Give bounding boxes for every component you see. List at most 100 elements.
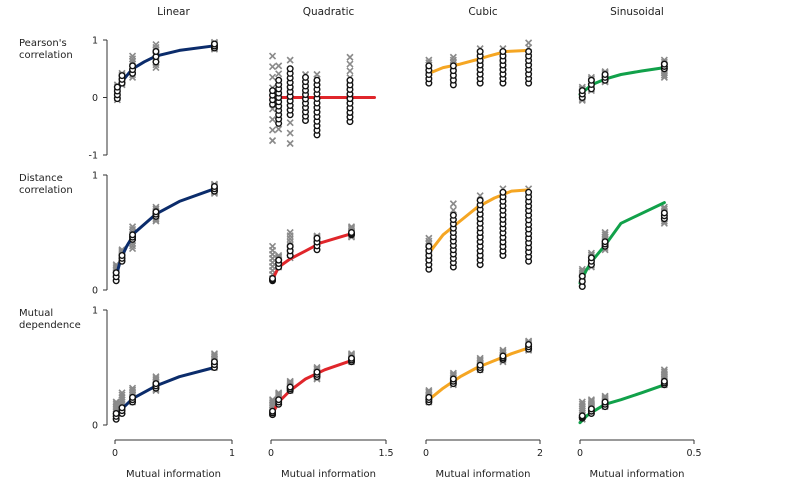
circle-marker-0-3-2-2 [601, 70, 609, 78]
circle-marker-2-1-4-2 [348, 354, 356, 362]
y-tick-label-0-1: 0 [92, 93, 98, 104]
x-axis-label-2: Mutual information [435, 469, 530, 480]
cross-marker-0-1-2-0 [286, 139, 294, 148]
cross-marker-2-3-3-7 [660, 368, 668, 376]
column-title-2: Cubic [468, 6, 498, 18]
cross-marker-2-0-3-8 [152, 373, 160, 381]
cross-marker-0-1-0-2 [268, 115, 277, 124]
cross-marker-1-0-2-1 [128, 242, 137, 250]
circle-marker-0-1-4-12 [313, 76, 321, 84]
cross-marker-2-3-0-8 [578, 398, 586, 406]
circle-marker-1-0-2-2 [129, 231, 137, 239]
circle-marker-0-0-2-2 [129, 62, 137, 70]
circle-marker-1-1-4-2 [348, 228, 356, 236]
cross-marker-1-2-1-8 [449, 200, 457, 208]
series-line-1-1 [271, 232, 353, 282]
circle-marker-0-1-3-10 [302, 73, 310, 81]
x-tick-label-2-1: 2 [537, 448, 543, 459]
cross-marker-1-2-0-8 [425, 234, 433, 242]
x-tick-label-0-1: 1 [229, 448, 235, 459]
cross-marker-0-2-1-8 [449, 53, 457, 61]
cross-marker-2-0-0-7 [112, 400, 120, 408]
circle-marker-1-3-0-2 [578, 272, 586, 280]
circle-marker-2-2-4-2 [525, 341, 533, 349]
cross-marker-0-1-5-6 [346, 67, 354, 75]
circle-marker-1-1-0-2 [269, 275, 277, 283]
cross-marker-0-1-4-8 [313, 70, 321, 79]
circle-marker-1-1-3-3 [313, 234, 321, 242]
circle-marker-2-2-2-2 [476, 361, 484, 369]
row-label-2-line1: Mutual [19, 308, 53, 319]
cross-marker-0-1-2-2 [286, 119, 294, 127]
cross-marker-1-3-2-7 [601, 231, 609, 239]
cross-marker-2-0-2-7 [128, 386, 137, 394]
x-tick-label-3-1: 0.5 [686, 448, 701, 459]
circle-marker-2-3-2-2 [601, 398, 609, 406]
cross-marker-2-1-2-8 [286, 377, 294, 385]
circle-marker-0-1-1-10 [275, 76, 283, 84]
cross-marker-2-3-3-8 [660, 366, 668, 374]
cross-marker-1-0-2-0 [128, 245, 137, 253]
cross-marker-2-3-1-7 [587, 397, 595, 405]
cross-marker-0-2-0-8 [425, 56, 433, 64]
circle-marker-1-2-4-15 [525, 188, 533, 196]
column-title-1: Quadratic [303, 6, 355, 18]
cross-marker-2-3-2-8 [601, 392, 609, 400]
circle-marker-0-1-0-3 [269, 87, 277, 95]
circle-marker-1-2-2-14 [476, 196, 484, 204]
circle-marker-2-2-1-2 [449, 375, 457, 383]
series-line-1-3 [578, 201, 666, 285]
cross-marker-2-2-1-8 [449, 369, 457, 377]
x-axis-label-0: Mutual information [126, 469, 221, 480]
y-tick-label-2-1: 0 [92, 421, 98, 432]
cross-marker-0-0-2-7 [128, 55, 137, 63]
cross-marker-0-1-2-8 [286, 56, 294, 64]
y-tick-label-2-0: 1 [92, 306, 98, 317]
y-tick-label-0-2: -1 [89, 151, 98, 162]
row-label-2-line2: dependence [19, 320, 81, 331]
series-line-2-2 [427, 346, 531, 402]
x-tick-label-1-1: 1.5 [378, 448, 393, 459]
circle-marker-1-1-2-2 [286, 242, 294, 250]
cross-marker-0-0-3-8 [152, 41, 160, 49]
cross-marker-2-1-0-8 [268, 396, 277, 404]
circle-marker-1-3-3-2 [660, 209, 668, 217]
x-tick-label-1-0: 0 [268, 448, 274, 459]
series-line-2-1 [271, 359, 353, 415]
series-line-1-2 [427, 188, 531, 255]
circle-marker-0-0-1-2 [118, 72, 126, 80]
circle-marker-0-2-0-4 [425, 62, 433, 70]
column-title-0: Linear [157, 6, 190, 18]
circle-marker-2-0-4-2 [210, 358, 218, 366]
cross-marker-2-0-0-8 [112, 398, 120, 406]
circle-marker-2-3-1-2 [587, 405, 595, 413]
cross-marker-2-2-2-7 [476, 356, 484, 364]
cross-marker-0-1-2-1 [286, 129, 294, 137]
cross-marker-0-1-0-7 [268, 63, 277, 71]
row-label-1-line1: Distance [19, 173, 63, 184]
cross-marker-2-2-0-7 [425, 388, 433, 396]
x-axis-label-1: Mutual information [281, 469, 376, 480]
circle-marker-2-1-1-2 [275, 396, 283, 404]
x-tick-label-2-0: 0 [423, 448, 429, 459]
y-tick-label-1-1: 0 [92, 286, 98, 297]
circle-marker-1-0-0-2 [112, 269, 120, 277]
cross-marker-2-2-2-8 [476, 354, 484, 362]
circle-marker-0-1-5-9 [346, 76, 354, 84]
circle-marker-1-0-3-2 [152, 208, 160, 216]
cross-marker-0-1-5-7 [346, 60, 354, 68]
cross-marker-2-0-2-8 [128, 384, 137, 392]
x-axis-label-3: Mutual information [589, 469, 684, 480]
cross-marker-2-1-0-7 [268, 397, 277, 405]
cross-marker-1-1-4-8 [347, 223, 356, 231]
circle-marker-2-3-0-2 [578, 412, 586, 420]
cross-marker-2-0-1-7 [118, 391, 126, 399]
y-tick-label-1-0: 1 [92, 171, 98, 182]
circle-marker-0-0-4-2 [210, 40, 218, 48]
circle-marker-1-2-3-14 [499, 188, 507, 196]
circle-marker-1-0-4-2 [210, 182, 218, 190]
cross-marker-2-2-0-8 [425, 386, 433, 395]
y-tick-label-0-0: 1 [92, 36, 98, 47]
row-label-1-line2: correlation [19, 185, 73, 196]
x-tick-label-3-0: 0 [577, 448, 583, 459]
